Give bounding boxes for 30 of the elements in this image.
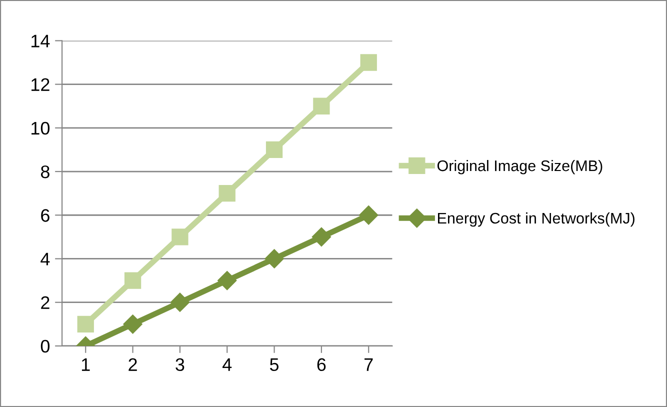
y-tick-label: 14	[32, 34, 50, 48]
y-tick-label: 12	[32, 78, 50, 91]
y-tick-label: 0	[40, 340, 50, 353]
x-tick-label: 1	[82, 358, 90, 371]
y-tick-label: 8	[40, 165, 50, 178]
point	[218, 184, 236, 202]
point	[123, 314, 142, 334]
legend-label: Original Image Size(MB)	[437, 160, 602, 174]
point	[360, 54, 377, 71]
point	[312, 227, 331, 246]
y-tick-label: 4	[40, 252, 50, 266]
y-tick-label: 2	[41, 296, 50, 309]
legend-label: Energy Cost in Networks(MJ)	[438, 212, 634, 227]
x-tick-label: 5	[270, 358, 279, 372]
x-tick-label: 4	[222, 358, 232, 371]
point	[313, 98, 330, 114]
point	[266, 141, 283, 158]
x-tick-label: 6	[317, 358, 326, 372]
y-tick-label: 10	[32, 122, 50, 135]
point	[359, 206, 378, 225]
point	[172, 228, 188, 246]
point	[218, 271, 237, 290]
point	[124, 272, 142, 289]
point	[264, 249, 284, 268]
x-tick-label: 7	[364, 358, 373, 371]
point	[77, 316, 94, 332]
point	[170, 292, 190, 312]
y-tick-label: 6	[41, 209, 50, 222]
x-tick-label: 2	[128, 358, 137, 371]
x-tick-label: 3	[176, 358, 184, 372]
